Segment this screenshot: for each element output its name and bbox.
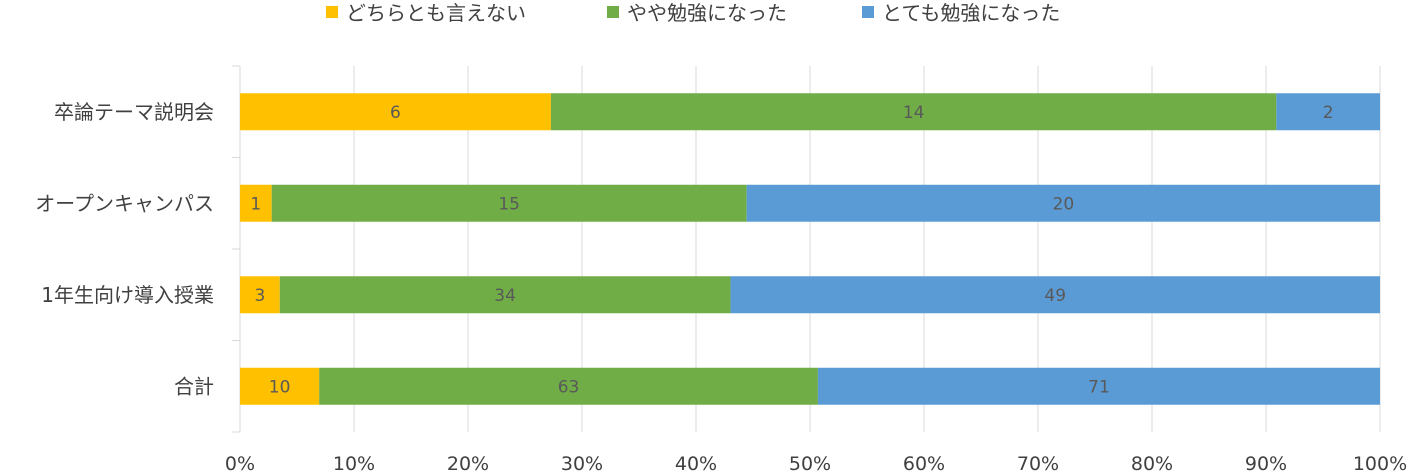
data-label-1-2: 20: [1053, 194, 1075, 214]
category-label-2: 1年生向け導入授業: [41, 283, 214, 307]
x-tick-label-7: 70%: [1017, 453, 1059, 473]
legend-swatch-0: [326, 6, 338, 18]
category-label-1: オープンキャンパス: [35, 191, 214, 215]
bar-segment-0-0: [240, 93, 551, 131]
bar-segment-2-1: [279, 276, 731, 314]
bar-segment-2-0: [240, 276, 280, 314]
x-tick-label-6: 60%: [903, 453, 945, 473]
data-label-0-2: 2: [1323, 103, 1334, 123]
x-tick-label-4: 40%: [675, 453, 717, 473]
bar-segment-3-1: [319, 367, 818, 405]
data-label-2-1: 34: [494, 286, 516, 306]
legend-label-0: どちらとも言えない: [346, 1, 526, 25]
x-tick-label-1: 10%: [333, 453, 375, 473]
x-tick-label-10: 100%: [1353, 453, 1406, 473]
data-label-2-2: 49: [1044, 286, 1066, 306]
legend: どちらとも言えない やや勉強になった とても勉強になった: [326, 1, 1060, 25]
x-tick-labels: 0% 10% 20% 30% 40% 50% 60% 70% 80% 90% 100%: [225, 453, 1406, 473]
bar-segment-1-1: [271, 184, 747, 222]
x-tick-label-8: 80%: [1131, 453, 1173, 473]
data-label-1-1: 15: [498, 194, 520, 214]
data-label-2-0: 3: [254, 286, 265, 306]
data-label-3-2: 71: [1088, 377, 1110, 397]
data-label-3-1: 63: [558, 377, 580, 397]
x-tick-label-2: 20%: [447, 453, 489, 473]
data-label-0-0: 6: [390, 103, 401, 123]
x-tick-label-0: 0%: [225, 453, 255, 473]
category-label-3: 合計: [174, 374, 214, 398]
data-label-1-0: 1: [250, 194, 261, 214]
bar-segment-0-2: [1276, 93, 1380, 131]
bar-segment-0-1: [550, 93, 1277, 131]
bar-segment-3-0: [240, 367, 320, 405]
data-label-0-1: 14: [903, 103, 925, 123]
category-label-0: 卒論テーマ説明会: [54, 100, 214, 124]
x-tick-label-5: 50%: [789, 453, 831, 473]
legend-label-1: やや勉強になった: [627, 1, 787, 25]
x-tick-label-3: 30%: [561, 453, 603, 473]
bar-segment-3-2: [817, 367, 1380, 405]
legend-label-2: とても勉強になった: [882, 1, 1060, 25]
bars: 6 14 2 1 15 20 3 34 49 10 63 71: [240, 93, 1380, 405]
bar-segment-2-2: [730, 276, 1380, 314]
legend-swatch-2: [862, 6, 874, 18]
data-label-3-0: 10: [269, 377, 291, 397]
legend-swatch-1: [607, 6, 619, 18]
bar-segment-1-2: [746, 184, 1380, 222]
bar-segment-1-0: [240, 184, 272, 222]
x-tick-label-9: 90%: [1245, 453, 1287, 473]
